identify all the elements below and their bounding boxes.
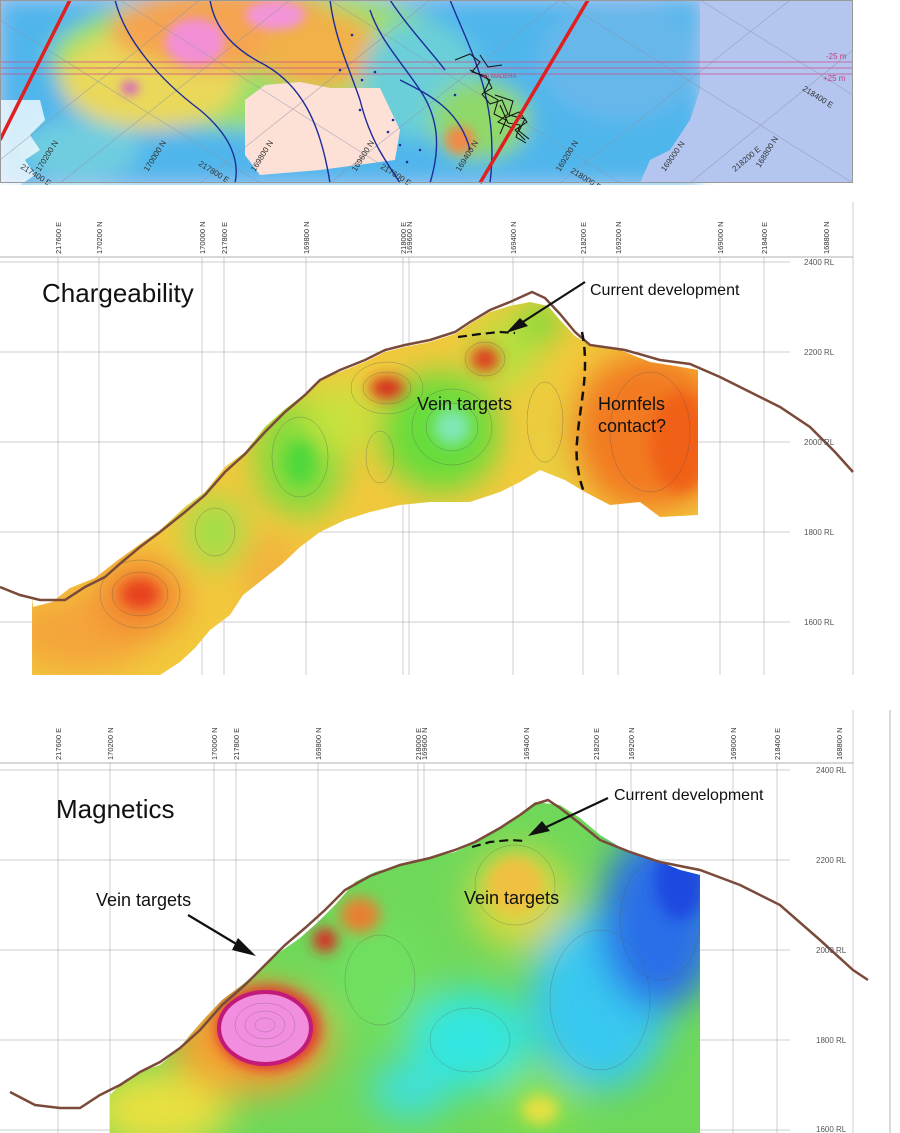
plan-label-neg25: -25 m: [826, 52, 847, 61]
mg-rl-2400: 2400 RL: [816, 766, 847, 775]
mg-tick-169000n: 169000 N: [729, 727, 738, 760]
magnetics-topography: [9, 798, 869, 1110]
mg-rl-2000: 2000 RL: [816, 946, 847, 955]
ch-tick-218200e: 218200 E: [579, 222, 588, 254]
ch-tick-169600n: 169600 N: [405, 221, 414, 254]
ch-tick-217600e: 217600 E: [54, 222, 63, 254]
ch-tick-169000n: 169000 N: [716, 221, 725, 254]
mg-tick-218400e: 218400 E: [773, 728, 782, 760]
ch-tick-217800e: 217800 E: [220, 222, 229, 254]
plan-section-line-east: [478, 0, 590, 184]
ch-rl-2000: 2000 RL: [804, 438, 835, 447]
magnetics-vein-targets-left-label: Vein targets: [96, 890, 191, 910]
magnetics-rl-labels: 2400 RL 2200 RL 2000 RL 1800 RL 1600 RL: [816, 766, 847, 1133]
ch-tick-168800n: 168800 N: [822, 221, 831, 254]
chargeability-current-development-label: Current development: [590, 282, 740, 299]
mg-tick-170000n: 170000 N: [210, 727, 219, 760]
hornfels-contact-line: [575, 331, 587, 493]
chargeability-arrow: [514, 281, 586, 328]
mg-tick-217600e: 217600 E: [54, 728, 63, 760]
ch-tick-218000e: 218000 E: [399, 222, 408, 254]
mg-tick-218000e: 218000 E: [414, 728, 423, 760]
magnetics-current-development-label: Current development: [614, 787, 764, 804]
plan-section-line-west: [0, 0, 72, 141]
mg-tick-169800n: 169800 N: [314, 727, 323, 760]
plan-label-va-madera: VA MADERA: [482, 74, 517, 80]
ch-tick-218400e: 218400 E: [760, 222, 769, 254]
magnetics-section-panel: Magnetics Current development Vein targe…: [0, 700, 900, 1133]
ch-rl-1600: 1600 RL: [804, 618, 835, 627]
chargeability-rl-labels: 2400 RL 2200 RL 2000 RL 1800 RL 1600 RL: [804, 258, 835, 627]
mg-tick-169600n: 169600 N: [420, 727, 429, 760]
plan-view-panel: -25 m +25 m 218400 E 218200 E 168800 N 1…: [0, 0, 900, 185]
magnetics-heatmap: [110, 802, 700, 1133]
hornfels-label-line2: contact?: [598, 416, 666, 436]
magnetics-development-line: [471, 838, 526, 849]
hornfels-label-line1: Hornfels: [598, 394, 665, 414]
magnetics-tick-labels: 217600 E 170200 N 170000 N 217800 E 1698…: [54, 727, 844, 760]
chargeability-topography: [0, 290, 854, 602]
plan-grid: [0, 0, 854, 184]
plan-fault-lines: [114, 0, 493, 184]
mg-tick-169400n: 169400 N: [522, 727, 531, 760]
ch-tick-170000n: 170000 N: [198, 221, 207, 254]
plan-label-pos25: +25 m: [823, 74, 846, 83]
chargeability-title: Chargeability: [42, 278, 194, 308]
mg-tick-168800n: 168800 N: [835, 727, 844, 760]
magnetics-title: Magnetics: [56, 794, 175, 824]
ch-tick-169800n: 169800 N: [302, 221, 311, 254]
chargeability-section-panel: Chargeability Current development Vein t…: [0, 202, 900, 680]
magnetics-vein-targets-center-label: Vein targets: [464, 888, 559, 908]
mg-rl-2200: 2200 RL: [816, 856, 847, 865]
ch-rl-2200: 2200 RL: [804, 348, 835, 357]
mg-rl-1600: 1600 RL: [816, 1125, 847, 1133]
magnetics-vein-arrow: [187, 914, 239, 946]
magnetics-development-arrow: [539, 797, 609, 831]
mg-rl-1800: 1800 RL: [816, 1036, 847, 1045]
ch-rl-2400: 2400 RL: [804, 258, 835, 267]
magnetic-high-anomaly: [221, 994, 309, 1062]
mg-tick-169200n: 169200 N: [627, 727, 636, 760]
ch-rl-1800: 1800 RL: [804, 528, 835, 537]
chargeability-vein-targets-label: Vein targets: [417, 394, 512, 414]
mg-tick-170200n: 170200 N: [106, 727, 115, 760]
mg-tick-218200e: 218200 E: [592, 728, 601, 760]
mg-tick-217800e: 217800 E: [232, 728, 241, 760]
ch-tick-169400n: 169400 N: [509, 221, 518, 254]
ch-tick-170200n: 170200 N: [95, 221, 104, 254]
chargeability-tick-labels: 217600 E 170200 N 170000 N 217800 E 1698…: [54, 221, 831, 254]
ch-tick-169200n: 169200 N: [614, 221, 623, 254]
chargeability-heatmap: [32, 302, 698, 675]
